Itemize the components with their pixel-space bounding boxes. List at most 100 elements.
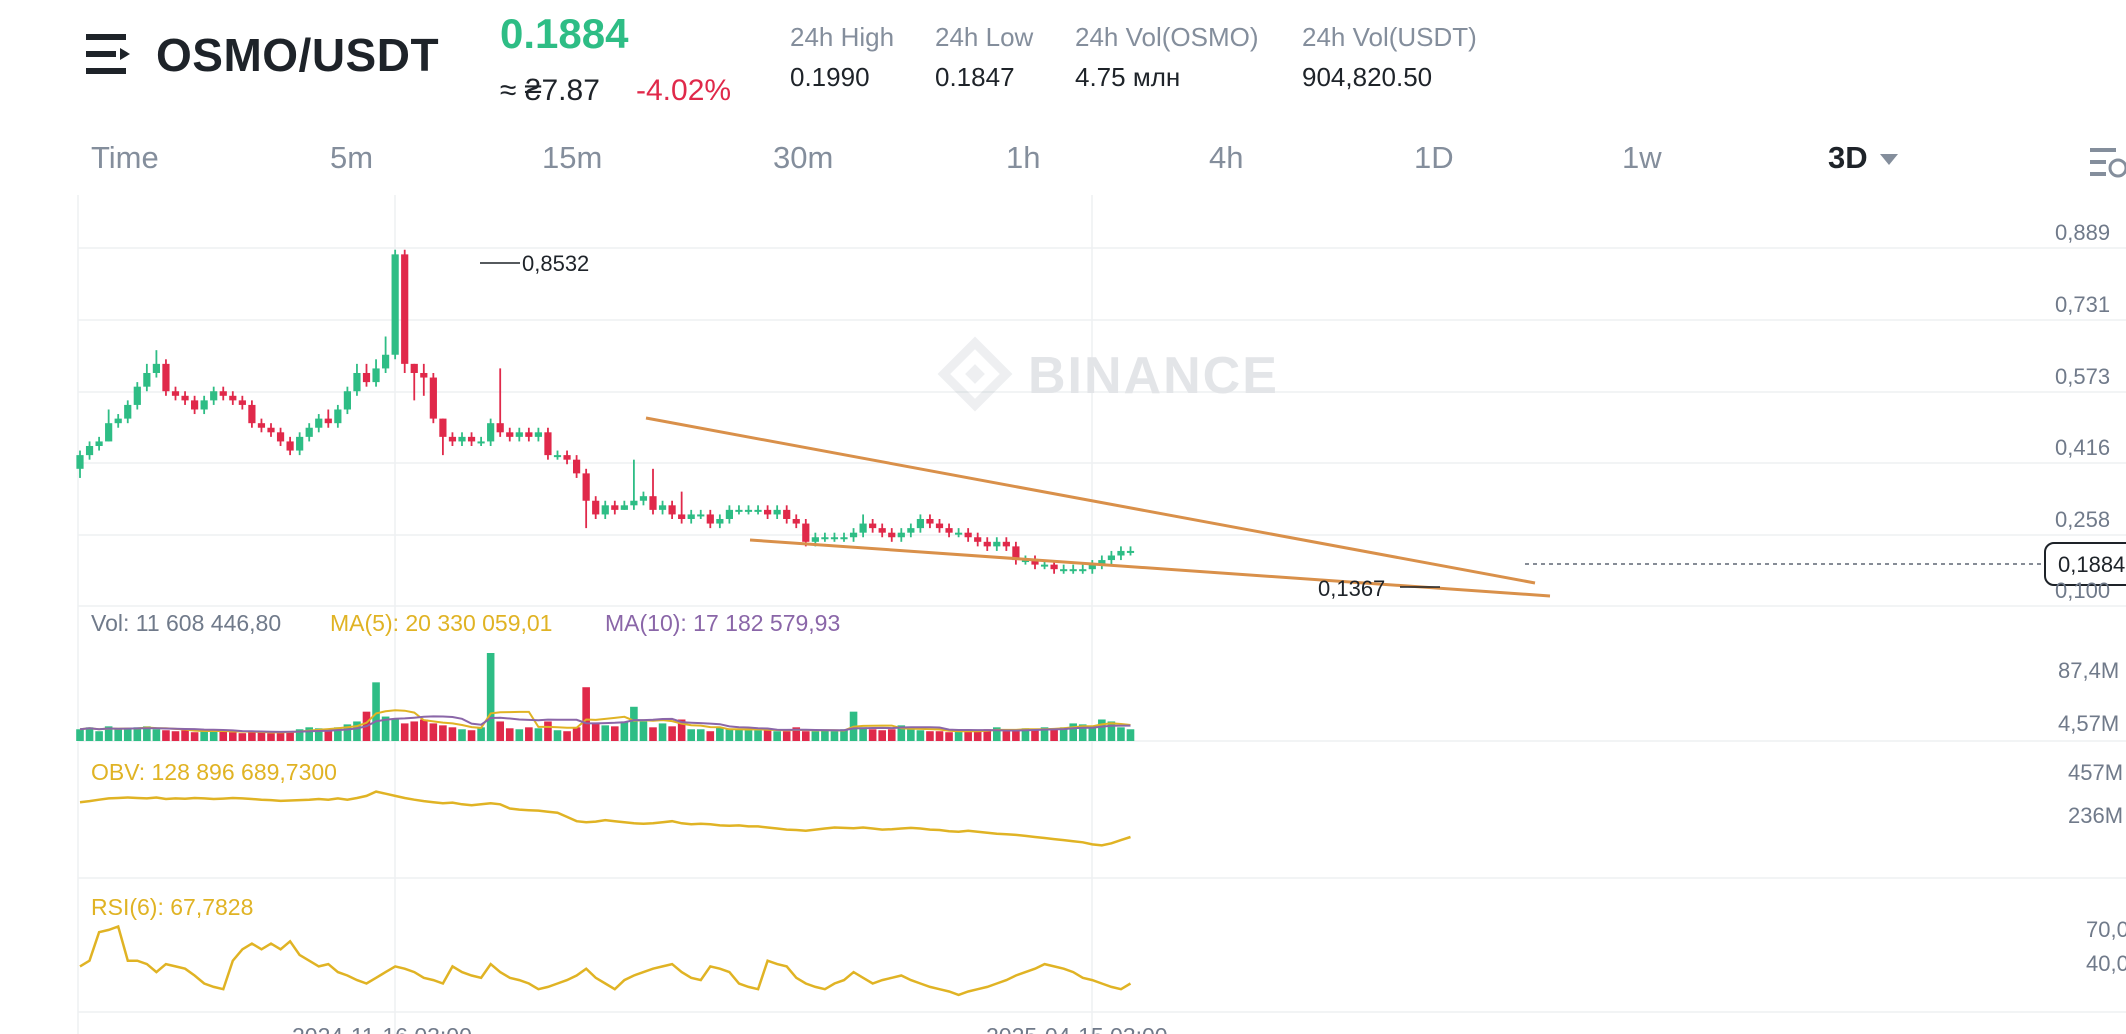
candle-body [601,505,609,515]
candle [888,528,896,542]
volume-bar [582,687,590,741]
candle-body [1098,560,1106,565]
volume-bar [649,727,657,741]
candle [859,514,867,538]
candle [105,409,113,442]
volume-bar [238,733,247,741]
volume-bar [1031,729,1039,741]
trendline-upper[interactable] [645,416,1536,585]
candle-body [477,441,485,444]
price-axis-label: 0,100 [2055,578,2110,603]
tab-time[interactable]: Time [91,140,159,175]
candle [429,372,437,424]
candle-body [420,372,428,378]
candle-body [305,427,313,437]
candle-body [105,423,113,442]
candle-body [582,473,590,501]
candle-body [725,509,733,519]
candle-body [296,436,304,451]
volume-bar [334,727,342,741]
volume-bar [314,728,323,741]
candle [1088,560,1096,574]
volume-bar [200,731,208,741]
candle-body [171,391,180,396]
candle [620,500,628,510]
candle [735,505,743,515]
tab-1h[interactable]: 1h [1006,140,1041,175]
candle [849,528,858,542]
candle-body [257,423,266,428]
candle [238,395,246,410]
tab-4h[interactable]: 4h [1209,140,1244,175]
candle [840,532,848,542]
volume-bar [448,727,457,741]
chart-settings-icon[interactable] [2088,142,2126,182]
candle [171,386,180,401]
watermark-text: BINANCE [1028,347,1279,405]
candle [993,537,1001,551]
candle [267,423,275,437]
volume-bar [639,721,648,741]
candle [124,400,132,424]
volume-bar [458,729,466,741]
tab-15m[interactable]: 15m [542,140,603,175]
candle [458,432,466,446]
stat-label-24h-low: 24h Low [935,22,1034,52]
volume-legend: Vol: 11 608 446,80 [91,610,281,636]
candle [506,427,514,442]
tab-5m[interactable]: 5m [330,140,374,175]
volume-bar [143,726,151,741]
volume-bar [324,729,333,741]
volume-bar [935,731,944,741]
candle-body [534,432,542,437]
volume-bar [601,725,610,741]
volume-bar [983,729,992,741]
candle-body [238,400,246,405]
obv-axis-label: 236M [2068,803,2123,828]
candle [830,532,839,542]
candle-body [487,423,495,442]
trading-pair-title[interactable]: OSMO/USDT [156,29,440,81]
candle [945,523,953,538]
candle-body [391,254,399,355]
candle-body [773,509,781,515]
candle [783,505,791,524]
high-price-label: 0,8532 [522,251,589,276]
volume-bar [802,731,810,741]
candle [678,491,686,524]
candle-body [697,514,705,517]
candle [410,363,418,401]
candle-body [114,418,122,424]
rsi-line [79,924,1132,997]
candle-body [210,391,218,401]
candle-body [181,395,189,401]
candle-body [792,518,800,524]
volume-bar [1117,727,1125,741]
candle-body [611,505,619,510]
price-axis-label: 0,258 [2055,507,2110,532]
candle-body [496,423,504,433]
candle [1002,537,1010,551]
candle [658,500,667,515]
tab-1d[interactable]: 1D [1414,140,1454,175]
tab-3d[interactable]: 3D [1828,140,1898,176]
candle [573,455,581,478]
candle-body [133,386,141,405]
candle [76,450,84,478]
volume-bar [420,719,428,741]
candle [401,249,409,373]
candle [114,414,122,428]
interval-tabs: Time 5m 15m 30m 1h 4h 1D 1w 3D [0,140,2126,186]
candle [630,459,638,510]
tab-1w[interactable]: 1w [1622,140,1662,175]
candle-body [620,505,628,510]
tab-30m[interactable]: 30m [773,140,834,175]
price-axis-label: 0,416 [2055,435,2110,460]
volume-bar [257,732,266,741]
candle [467,432,476,446]
candle [372,359,380,387]
volume-bar [1021,728,1030,741]
volume-bar [993,727,1001,741]
menu-icon[interactable] [86,32,134,76]
